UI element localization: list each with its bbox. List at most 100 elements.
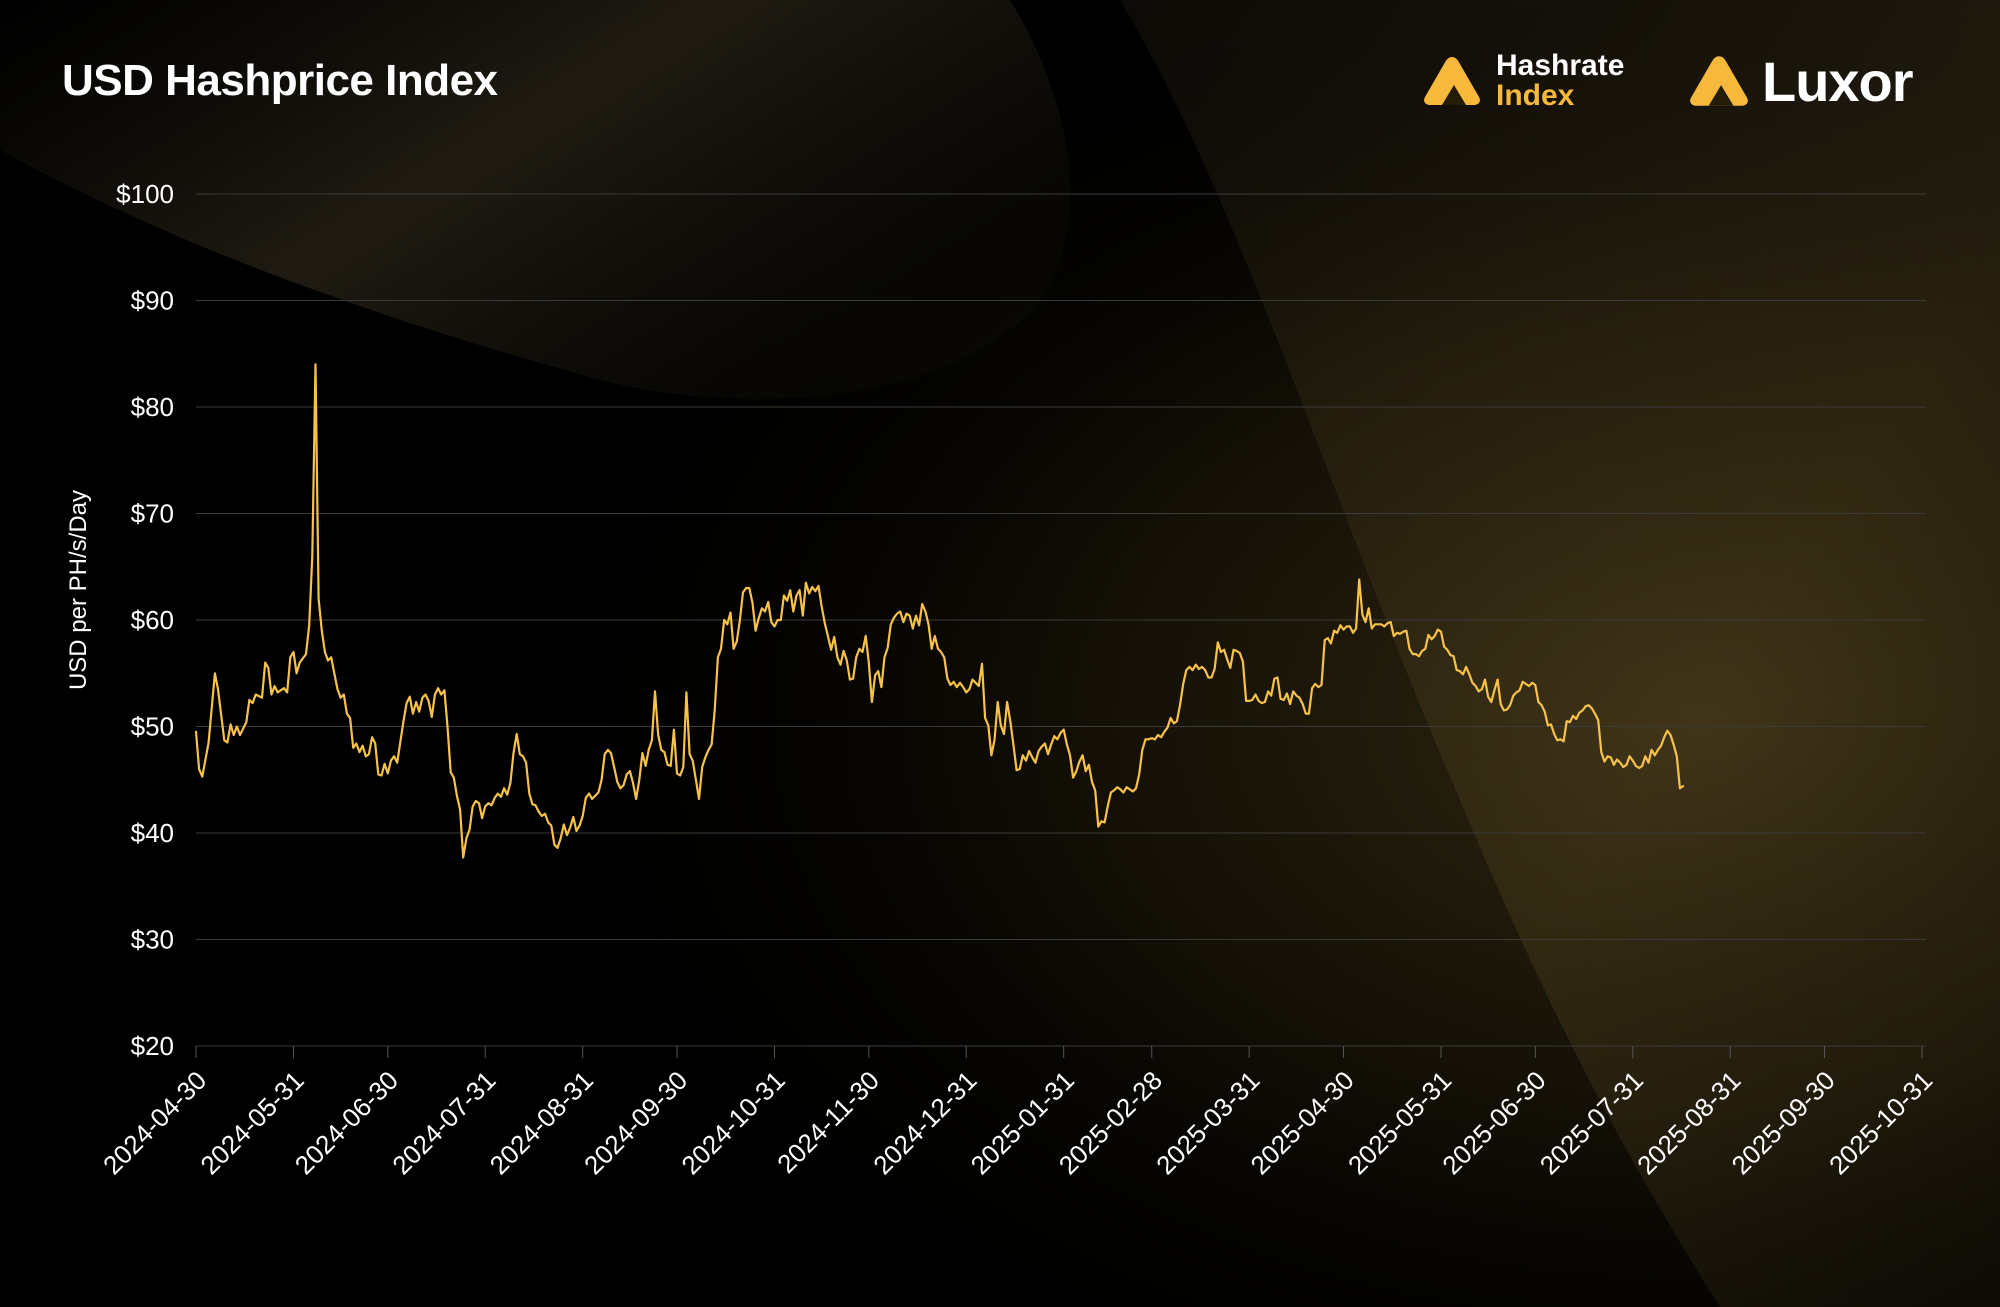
data-point <box>1094 789 1096 792</box>
data-point <box>698 798 700 800</box>
data-point <box>1106 805 1109 808</box>
data-point <box>1559 738 1562 741</box>
data-point <box>1138 773 1140 776</box>
data-point <box>321 629 323 632</box>
data-point <box>440 693 443 696</box>
data-point <box>1396 632 1398 634</box>
data-point <box>374 742 377 745</box>
data-point <box>431 716 433 718</box>
data-point <box>940 651 942 653</box>
data-point <box>717 656 719 659</box>
data-point <box>1669 734 1672 736</box>
data-point <box>1195 663 1197 666</box>
y-axis-label: USD per PH/s/Day <box>65 490 92 690</box>
data-point <box>751 602 754 604</box>
data-point <box>1518 689 1521 692</box>
data-point <box>849 678 851 681</box>
data-point <box>1459 670 1461 672</box>
data-point <box>1012 743 1015 746</box>
data-point <box>707 749 710 751</box>
y-tick-label: $50 <box>131 712 174 742</box>
data-point <box>1050 743 1052 746</box>
data-point <box>402 720 405 722</box>
x-tick-label: 2025-10-31 <box>1823 1065 1938 1180</box>
data-point <box>893 617 895 619</box>
x-axis: 2024-04-302024-05-312024-06-302024-07-31… <box>97 1046 1938 1180</box>
x-tick-label: 2024-04-30 <box>97 1065 212 1180</box>
data-point <box>1553 733 1555 735</box>
data-point <box>1405 629 1408 632</box>
data-point <box>792 610 795 613</box>
data-point <box>1336 632 1338 634</box>
data-point <box>1251 699 1254 701</box>
data-point <box>1044 742 1046 745</box>
data-point <box>1157 734 1159 736</box>
data-point <box>515 733 518 735</box>
data-point <box>1657 749 1659 751</box>
data-point <box>1116 786 1118 788</box>
data-point <box>509 782 512 784</box>
data-point <box>987 724 990 727</box>
data-point <box>1059 732 1062 734</box>
data-point <box>1207 676 1210 679</box>
data-point <box>1103 821 1106 824</box>
data-point <box>1264 701 1266 703</box>
data-point <box>1025 759 1027 762</box>
data-point <box>1330 642 1332 645</box>
y-tick-label: $80 <box>131 392 174 422</box>
data-point <box>1062 728 1065 731</box>
data-point <box>1031 756 1034 759</box>
data-point <box>996 701 999 703</box>
data-point <box>229 723 232 726</box>
data-point <box>1088 764 1090 766</box>
data-point <box>547 821 549 824</box>
luxor-logo[interactable]: Luxor <box>1688 50 1914 113</box>
data-point <box>1625 764 1628 766</box>
hashrate-index-logo-icon <box>1424 57 1480 105</box>
data-point <box>657 734 659 736</box>
data-point <box>748 587 751 589</box>
data-point <box>1160 736 1162 738</box>
data-point <box>758 617 760 619</box>
data-point <box>1034 761 1037 764</box>
data-point <box>1471 682 1474 684</box>
data-point <box>352 747 355 749</box>
data-point <box>654 690 656 693</box>
data-point <box>380 774 383 777</box>
data-point <box>1503 709 1505 712</box>
data-point <box>616 781 619 783</box>
data-point <box>852 677 854 680</box>
data-point <box>666 764 669 766</box>
data-point <box>541 815 543 817</box>
data-point <box>585 797 587 799</box>
data-point <box>1569 721 1571 723</box>
data-point <box>1537 701 1540 703</box>
data-point <box>1147 738 1150 741</box>
data-point <box>1072 776 1074 779</box>
gridlines <box>196 193 1926 1047</box>
data-point <box>896 612 898 615</box>
data-point <box>572 816 575 818</box>
data-point <box>1672 743 1675 746</box>
data-point <box>437 687 439 689</box>
data-point <box>578 824 581 827</box>
data-point <box>1100 820 1103 823</box>
data-point <box>880 686 883 688</box>
data-point <box>1003 733 1005 735</box>
x-tick-label: 2025-09-30 <box>1726 1065 1841 1180</box>
hashrate-index-logo[interactable]: Hashrate Index <box>1422 50 1624 112</box>
data-point <box>1477 690 1480 693</box>
data-point <box>1660 744 1662 747</box>
data-point <box>1635 765 1637 767</box>
data-point <box>292 651 295 653</box>
data-point <box>1242 660 1244 663</box>
data-point <box>968 688 971 690</box>
data-point <box>827 635 829 637</box>
data-point <box>1641 765 1643 767</box>
data-point <box>1273 677 1276 680</box>
data-point <box>1122 791 1125 794</box>
data-point <box>679 774 681 777</box>
data-point <box>201 775 204 778</box>
data-point <box>594 794 597 797</box>
